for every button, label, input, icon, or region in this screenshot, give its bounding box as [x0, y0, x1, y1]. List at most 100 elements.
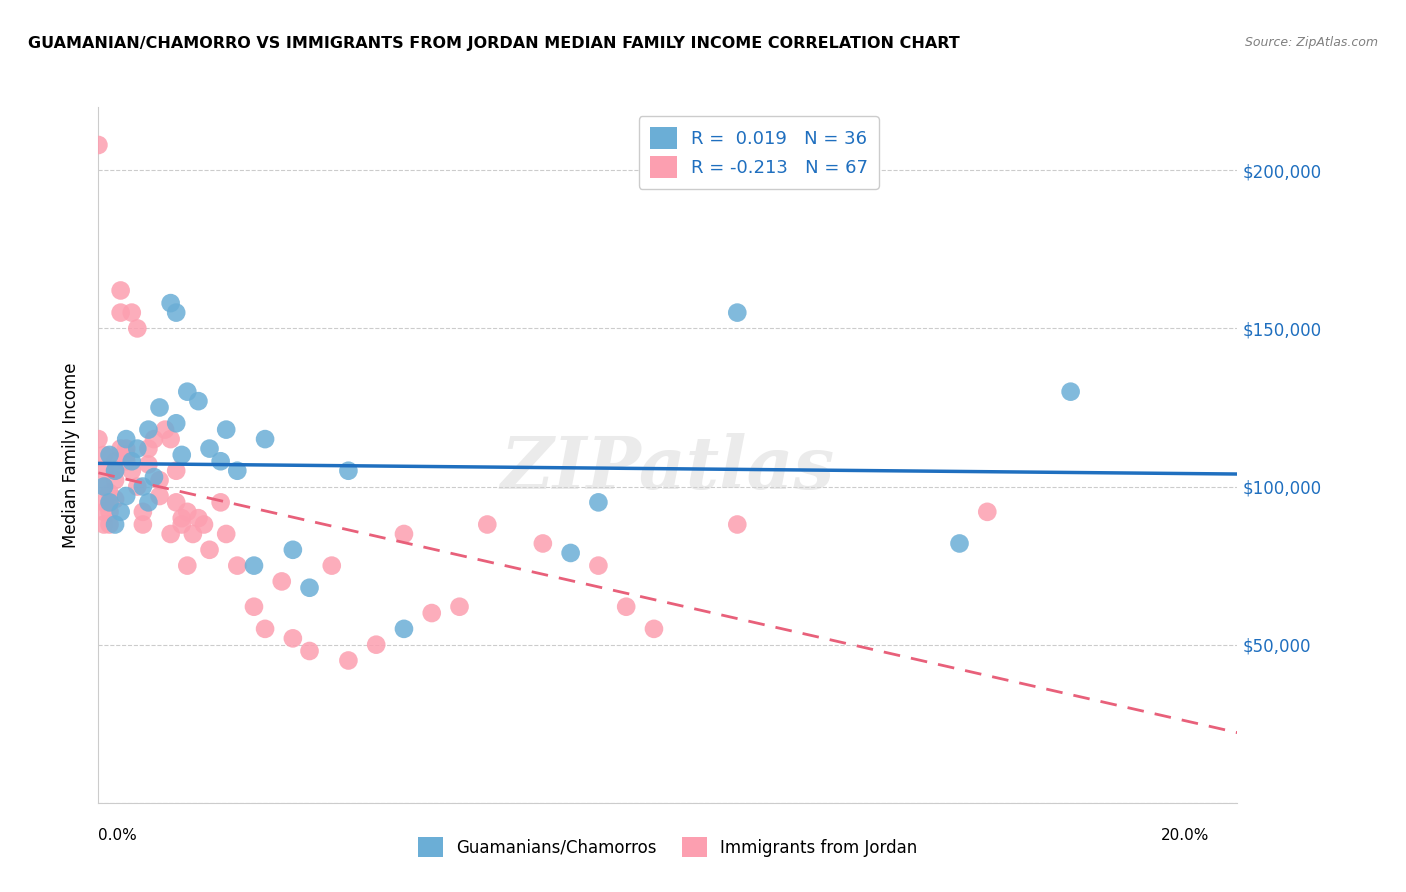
Point: [165, 495, 187, 509]
Point: [121, 454, 143, 468]
Point: [98, 505, 121, 519]
Point: [165, 417, 187, 431]
Point: [110, 284, 132, 298]
Point: [132, 479, 155, 493]
Text: GUAMANIAN/CHAMORRO VS IMMIGRANTS FROM JORDAN MEDIAN FAMILY INCOME CORRELATION CH: GUAMANIAN/CHAMORRO VS IMMIGRANTS FROM JO…: [28, 36, 960, 51]
Point: [198, 542, 221, 557]
Point: [138, 423, 160, 437]
Point: [614, 599, 637, 614]
Point: [176, 384, 198, 399]
Point: [138, 495, 160, 509]
Point: [115, 454, 138, 468]
Text: ZIPatlas: ZIPatlas: [501, 434, 835, 504]
Point: [243, 599, 266, 614]
Point: [98, 517, 121, 532]
Point: [127, 442, 149, 456]
Point: [104, 473, 127, 487]
Point: [93, 505, 115, 519]
Y-axis label: Median Family Income: Median Family Income: [62, 362, 80, 548]
Point: [366, 638, 388, 652]
Point: [181, 527, 204, 541]
Point: [121, 464, 143, 478]
Point: [143, 470, 166, 484]
Point: [449, 599, 471, 614]
Point: [243, 558, 266, 573]
Point: [159, 432, 181, 446]
Point: [392, 527, 415, 541]
Point: [477, 517, 499, 532]
Point: [170, 511, 193, 525]
Point: [159, 296, 181, 310]
Point: [110, 305, 132, 319]
Point: [143, 432, 166, 446]
Point: [531, 536, 554, 550]
Point: [98, 486, 121, 500]
Point: [93, 479, 115, 493]
Point: [93, 517, 115, 532]
Point: [420, 606, 443, 620]
Point: [337, 464, 360, 478]
Point: [93, 479, 115, 493]
Point: [87, 432, 110, 446]
Point: [159, 527, 181, 541]
Point: [98, 495, 121, 509]
Point: [270, 574, 292, 589]
Point: [148, 489, 170, 503]
Point: [281, 542, 304, 557]
Point: [93, 495, 115, 509]
Point: [165, 464, 187, 478]
Point: [209, 454, 232, 468]
Point: [93, 448, 115, 462]
Point: [254, 432, 277, 446]
Point: [298, 581, 321, 595]
Point: [115, 448, 138, 462]
Point: [176, 505, 198, 519]
Point: [110, 505, 132, 519]
Point: [98, 448, 121, 462]
Point: [337, 653, 360, 667]
Point: [110, 442, 132, 456]
Point: [104, 492, 127, 507]
Point: [725, 305, 748, 319]
Point: [976, 505, 998, 519]
Point: [170, 517, 193, 532]
Point: [187, 394, 209, 409]
Point: [1059, 384, 1081, 399]
Point: [127, 479, 149, 493]
Point: [138, 442, 160, 456]
Point: [132, 505, 155, 519]
Text: 20.0%: 20.0%: [1161, 828, 1209, 843]
Text: Source: ZipAtlas.com: Source: ZipAtlas.com: [1244, 36, 1378, 49]
Point: [115, 442, 138, 456]
Point: [226, 558, 249, 573]
Point: [948, 536, 970, 550]
Point: [104, 464, 127, 478]
Point: [148, 401, 170, 415]
Point: [588, 495, 610, 509]
Point: [254, 622, 277, 636]
Point: [138, 458, 160, 472]
Point: [560, 546, 582, 560]
Point: [148, 473, 170, 487]
Point: [98, 495, 121, 509]
Point: [193, 517, 215, 532]
Point: [115, 432, 138, 446]
Point: [198, 442, 221, 456]
Point: [170, 448, 193, 462]
Point: [104, 464, 127, 478]
Point: [104, 454, 127, 468]
Point: [392, 622, 415, 636]
Point: [127, 321, 149, 335]
Legend: Guamanians/Chamorros, Immigrants from Jordan: Guamanians/Chamorros, Immigrants from Jo…: [412, 830, 924, 864]
Point: [93, 464, 115, 478]
Point: [643, 622, 665, 636]
Point: [725, 517, 748, 532]
Point: [298, 644, 321, 658]
Point: [187, 511, 209, 525]
Point: [165, 305, 187, 319]
Point: [176, 558, 198, 573]
Text: 0.0%: 0.0%: [98, 828, 138, 843]
Point: [321, 558, 343, 573]
Point: [215, 527, 238, 541]
Point: [281, 632, 304, 646]
